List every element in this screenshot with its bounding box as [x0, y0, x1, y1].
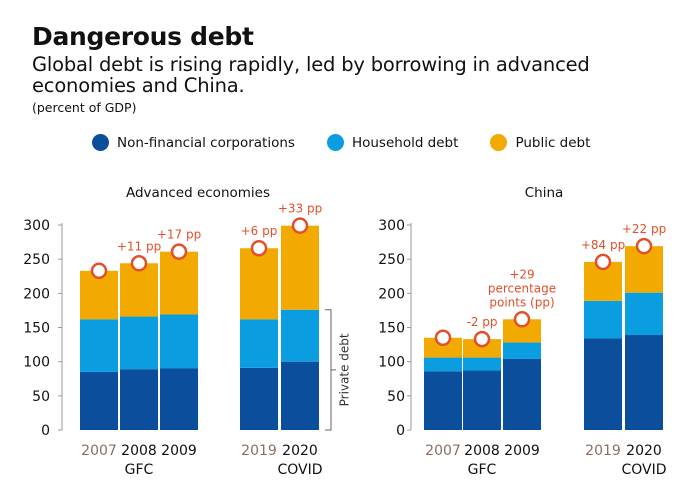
- advanced-marker-2008: [130, 255, 148, 272]
- china-category-label-2020: 2020: [626, 443, 662, 459]
- advanced-bar-2008-household: [120, 316, 158, 370]
- advanced-y-tick-label-0: 0: [41, 423, 50, 439]
- china-category-sublabel-2008: GFC: [468, 462, 497, 478]
- legend-swatch-nonfin: [92, 134, 109, 151]
- china-marker-2008: [473, 330, 491, 348]
- china-category-sublabel-2020: COVID: [621, 462, 666, 478]
- china-bar-2020-household: [625, 292, 663, 336]
- legend-swatch-household: [326, 134, 344, 151]
- advanced-bar-2007-household: [80, 319, 118, 372]
- advanced-y-tick-label-150: 150: [23, 321, 50, 337]
- advanced-bar-2008-public: [120, 263, 158, 317]
- advanced-y-tick-label-200: 200: [23, 286, 50, 302]
- china-y-tick-label-150: 150: [378, 321, 405, 337]
- china-bar-2009-household: [503, 342, 541, 359]
- china-bar-2007-public: [424, 337, 462, 358]
- china-annotation-2019: +84 pp: [581, 238, 625, 252]
- legend-item-household: Household debt: [326, 134, 459, 151]
- advanced-bar-2009-household: [160, 314, 198, 369]
- china-bar-2008-household: [463, 357, 501, 371]
- advanced-marker-2020: [291, 217, 309, 234]
- china-bar-2019-nonfin: [584, 338, 622, 430]
- china-annotation-2008: -2 pp: [466, 315, 497, 329]
- advanced-y-tick-label-300: 300: [23, 218, 50, 234]
- advanced-private-debt-bracket: [325, 309, 336, 431]
- legend-item-nonfin: Non-financial corporations: [92, 134, 295, 151]
- china-bar-2007-household: [424, 357, 462, 372]
- china-bar-2020-nonfin: [625, 335, 663, 430]
- advanced-category-label-2008: 2008: [121, 443, 157, 459]
- china-bar-2009-nonfin: [503, 358, 541, 430]
- legend: Non-financial corporations Household deb…: [92, 134, 622, 151]
- advanced-bar-2020-nonfin: [281, 361, 319, 430]
- advanced-bar-2020-household: [281, 309, 319, 362]
- china-marker-2009: [513, 311, 531, 328]
- advanced-annotation-2019: +6 pp: [241, 224, 278, 238]
- china-y-tick-label-250: 250: [378, 252, 405, 268]
- advanced-panel-title: Advanced economies: [126, 185, 270, 201]
- advanced-y-tick-label-250: 250: [23, 252, 50, 268]
- advanced-marker-2019: [250, 239, 268, 257]
- china-marker-2007: [434, 329, 452, 346]
- advanced-category-sublabel-2020: COVID: [277, 462, 322, 478]
- advanced-category-label-2020: 2020: [282, 443, 318, 459]
- advanced-bar-2009-public: [160, 251, 198, 315]
- advanced-bar-2019-household: [240, 319, 278, 368]
- advanced-annotation-2020: +33 pp: [278, 202, 322, 216]
- china-annotation-2009-line2: points (pp): [489, 295, 554, 309]
- china-annotation-2020: +22 pp: [622, 222, 666, 236]
- china-bar-2019-household: [584, 300, 622, 339]
- china-marker-2019: [594, 253, 612, 271]
- advanced-category-label-2019: 2019: [241, 443, 277, 459]
- chart-subtitle: Global debt is rising rapidly, led by bo…: [32, 53, 590, 97]
- chart-title: Dangerous debt: [32, 22, 254, 51]
- units-label: (percent of GDP): [32, 100, 137, 115]
- advanced-category-sublabel-2008: GFC: [125, 462, 154, 478]
- china-annotation-2009-line1: percentage: [488, 281, 556, 295]
- advanced-bar-2019-nonfin: [240, 367, 278, 430]
- china-bar-2009-public: [503, 319, 541, 343]
- advanced-marker-2009: [170, 243, 188, 260]
- advanced-annotation-2009: +17 pp: [157, 228, 201, 242]
- china-annotation-2009-line0: +29: [509, 267, 534, 281]
- china-marker-2020: [635, 237, 653, 255]
- advanced-bar-2019-public: [240, 248, 278, 320]
- advanced-bar-2008-nonfin: [120, 369, 158, 430]
- advanced-bar-2020-public: [281, 225, 319, 310]
- advanced-category-label-2007: 2007: [81, 443, 117, 459]
- advanced-y-tick-label-50: 50: [32, 389, 50, 405]
- china-bar-2007-nonfin: [424, 371, 462, 430]
- advanced-annotation-2008: +11 pp: [117, 239, 161, 253]
- advanced-category-label-2009: 2009: [161, 443, 197, 459]
- china-y-tick-label-200: 200: [378, 286, 405, 302]
- china-panel-title: China: [525, 185, 564, 201]
- china-category-label-2019: 2019: [585, 443, 621, 459]
- china-y-tick-label-100: 100: [378, 355, 405, 371]
- legend-label-nonfin: Non-financial corporations: [117, 134, 295, 151]
- advanced-y-tick-label-100: 100: [23, 355, 50, 371]
- advanced-marker-2007: [90, 262, 108, 280]
- advanced-bar-2009-nonfin: [160, 368, 198, 430]
- china-y-tick-label-50: 50: [387, 389, 405, 405]
- china-category-label-2009: 2009: [504, 443, 540, 459]
- legend-label-public: Public debt: [515, 134, 591, 151]
- china-y-tick-label-300: 300: [378, 218, 405, 234]
- china-y-tick-label-0: 0: [396, 423, 405, 439]
- china-bar-2008-public: [463, 339, 501, 358]
- legend-label-household: Household debt: [351, 134, 459, 151]
- china-category-label-2007: 2007: [425, 443, 461, 459]
- advanced-private-debt-label: Private debt: [338, 333, 352, 406]
- legend-swatch-public: [490, 134, 508, 151]
- china-category-label-2008: 2008: [464, 443, 500, 459]
- legend-item-public: Public debt: [490, 134, 590, 151]
- china-bar-2008-nonfin: [463, 370, 501, 430]
- advanced-bar-2007-nonfin: [80, 371, 118, 430]
